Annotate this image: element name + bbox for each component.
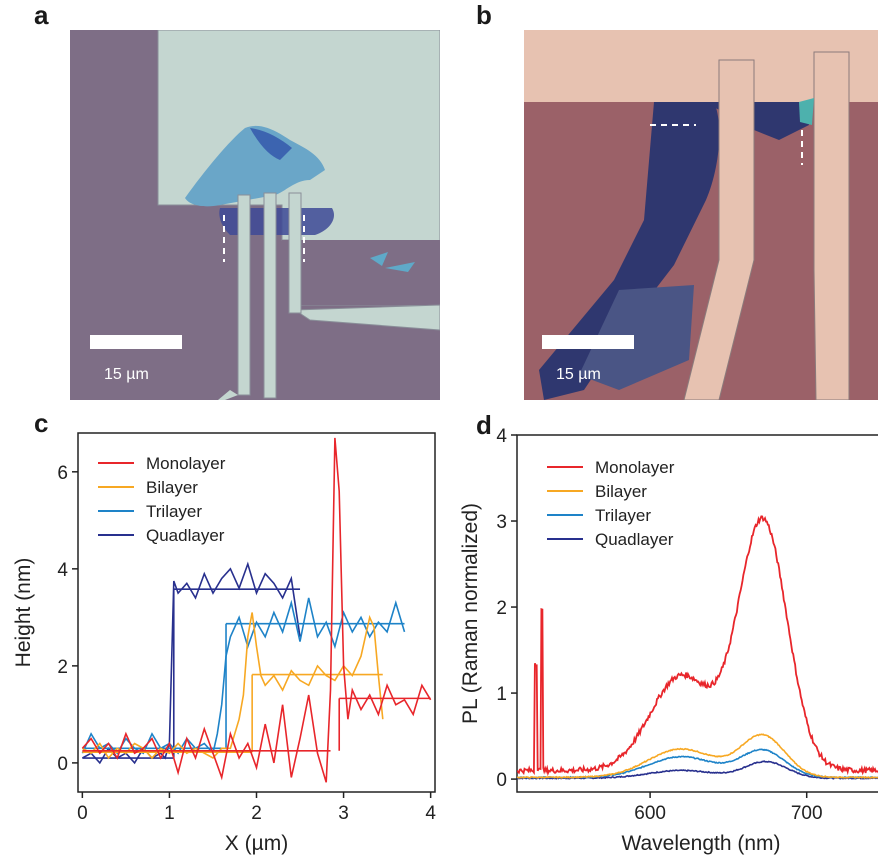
panel-d-letter: d <box>476 410 492 440</box>
chart-d-y-axis-label: PL (Raman normalized) <box>459 503 482 724</box>
chart-c-legend-label: Trilayer <box>146 502 202 521</box>
chart-d-y-tick-label: 1 <box>496 684 507 705</box>
chart-c: 0 1 2 3 4 0 2 4 6 X (µm) Height (nm) Monolayer Bilay… <box>12 432 436 855</box>
flake-dark <box>539 102 720 400</box>
chart-c-x-tick-label: 4 <box>425 803 436 824</box>
flake-small-2 <box>385 262 415 272</box>
scale-bar-b-label: 15 µm <box>556 366 601 383</box>
electrode-1 <box>237 194 251 396</box>
micrograph-a: 15 µm <box>70 30 440 400</box>
flake-small-1 <box>370 252 388 266</box>
chart-d-series-trilayer <box>517 748 878 779</box>
panel-b-letter: b <box>476 0 492 30</box>
chart-d-y-tick-label: 0 <box>496 770 507 791</box>
chart-c-x-tick-label: 0 <box>77 803 88 824</box>
chart-c-legend-label: Monolayer <box>146 454 226 473</box>
chart-d-x-tick-label: 600 <box>634 803 666 824</box>
substrate-cut <box>282 240 440 305</box>
electrode-right <box>813 51 850 400</box>
micrograph-b-image: 15 µm <box>524 30 878 400</box>
electrode-2 <box>263 192 277 399</box>
chart-d-x-tick-label: 700 <box>791 803 823 824</box>
chart-c-y-tick-label: 4 <box>57 560 68 581</box>
flake-thin <box>219 208 335 235</box>
chart-d: 600 700 0 1 2 3 4 Wavelength (nm) PL (Raman norm… <box>459 426 878 855</box>
chart-d-y-tick-label: 4 <box>496 426 507 447</box>
chart-c-legend-label: Bilayer <box>146 478 198 497</box>
chart-d-legend-label: Monolayer <box>595 458 675 477</box>
chart-c-x-axis-label: X (µm) <box>225 832 288 855</box>
chart-c-x-tick-label: 3 <box>338 803 349 824</box>
electrode-left <box>683 59 755 400</box>
chart-c-y-tick-label: 6 <box>57 463 68 484</box>
electrode-1-tail <box>218 390 238 400</box>
panel-c-letter: c <box>34 408 49 438</box>
chart-c-x-tick-label: 2 <box>251 803 262 824</box>
chart-d-plot-frame <box>516 434 878 793</box>
chart-c-y-tick-label: 0 <box>57 754 68 775</box>
chart-c-series-quadlayer <box>82 561 301 765</box>
scale-bar-b <box>542 335 634 349</box>
chart-d-legend-label: Trilayer <box>595 506 651 525</box>
chart-d-series-bilayer <box>517 733 878 780</box>
lead-right <box>293 304 440 331</box>
chart-d-x-axis-label: Wavelength (nm) <box>621 832 780 855</box>
flake-edge-highlight <box>799 98 814 125</box>
panel-a-letter: a <box>34 0 49 30</box>
scale-bar-a-label: 15 µm <box>104 366 149 383</box>
chart-c-x-tick-label: 1 <box>164 803 175 824</box>
chart-c-series-monolayer <box>81 437 432 783</box>
chart-d-y-tick-label: 3 <box>496 512 507 533</box>
chart-d-legend-label: Quadlayer <box>595 530 674 549</box>
chart-c-series-bilayer <box>82 612 384 760</box>
chart-d-y-tick-label: 2 <box>496 598 507 619</box>
chart-c-y-tick-label: 2 <box>57 657 68 678</box>
chart-d-legend-label: Bilayer <box>595 482 647 501</box>
chart-d-series-monolayer <box>517 515 878 777</box>
chart-c-legend-label: Quadlayer <box>146 526 225 545</box>
scale-bar-a <box>90 335 182 349</box>
micrograph-b: 15 µm <box>524 30 878 400</box>
electrode-3 <box>288 192 302 314</box>
flake-dark-edge <box>250 128 292 160</box>
chart-c-series-trilayer <box>81 597 406 755</box>
flake-thick <box>185 125 325 207</box>
micrograph-a-image: 15 µm <box>70 30 440 400</box>
chart-c-y-axis-label: Height (nm) <box>12 558 35 668</box>
flake-mid <box>579 285 694 390</box>
